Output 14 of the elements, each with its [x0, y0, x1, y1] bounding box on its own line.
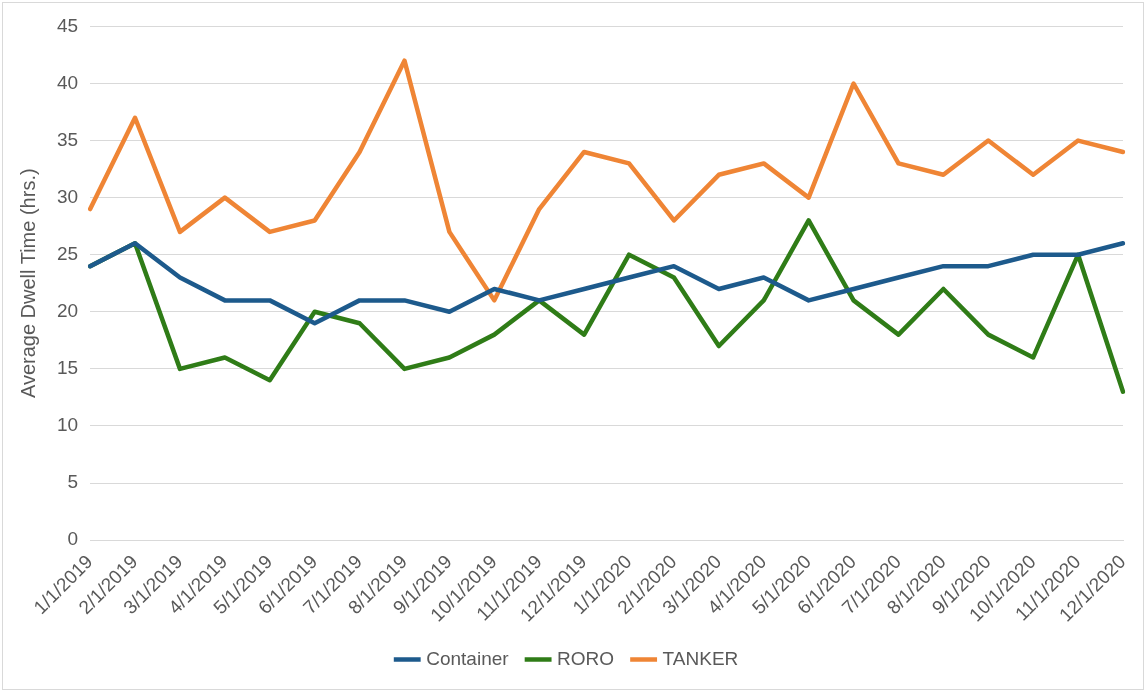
- legend-label: TANKER: [662, 647, 739, 669]
- legend-label: RORO: [557, 647, 615, 669]
- y-axis-title: Average Dwell Time (hrs.): [16, 168, 39, 399]
- y-tick-label: 35: [56, 128, 79, 150]
- y-tick-label: 40: [56, 71, 79, 93]
- y-tick-label: 25: [56, 242, 79, 264]
- y-tick-label: 30: [56, 185, 79, 207]
- y-tick-label: 10: [56, 414, 79, 436]
- y-tick-label: 15: [56, 357, 79, 379]
- legend-label: Container: [426, 647, 510, 669]
- y-tick-label: 5: [67, 471, 79, 493]
- y-tick-label: 0: [67, 528, 79, 550]
- y-tick-label: 20: [56, 300, 79, 322]
- y-tick-label: 45: [56, 14, 79, 36]
